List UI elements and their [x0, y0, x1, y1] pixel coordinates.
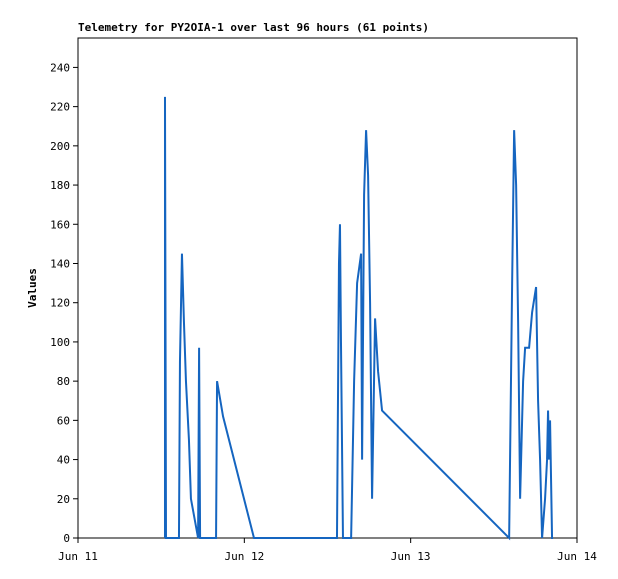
- y-tick-label: 60: [57, 414, 70, 427]
- y-tick-label: 240: [50, 61, 70, 74]
- x-tick-label: Jun 11: [58, 550, 98, 563]
- y-tick-label: 0: [63, 532, 70, 545]
- y-tick-label: 220: [50, 101, 70, 114]
- y-axis-label: Values: [26, 268, 39, 308]
- x-tick-label: Jun 12: [224, 550, 264, 563]
- y-tick-label: 120: [50, 297, 70, 310]
- plot-area: [77, 37, 578, 539]
- data-line: [163, 96, 554, 541]
- y-tick-label: 80: [57, 375, 70, 388]
- chart-title: Telemetry for PY2OIA-1 over last 96 hour…: [78, 21, 429, 34]
- y-tick-label: 200: [50, 140, 70, 153]
- y-tick-label: 40: [57, 454, 70, 467]
- y-tick-label: 20: [57, 493, 70, 506]
- y-tick-label: 100: [50, 336, 70, 349]
- y-tick-label: 140: [50, 257, 70, 270]
- y-tick-label: 180: [50, 179, 70, 192]
- x-tick-label: Jun 13: [391, 550, 431, 563]
- y-tick-label: 160: [50, 218, 70, 231]
- x-tick-label: Jun 14: [557, 550, 597, 563]
